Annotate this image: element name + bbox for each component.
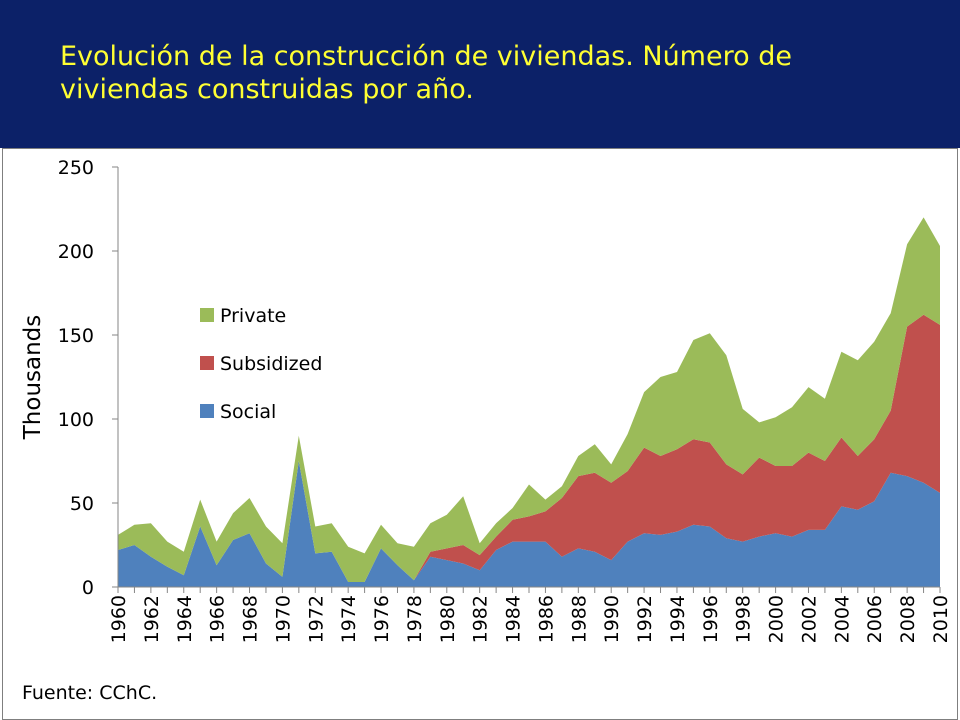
- x-tick-label: 2004: [831, 595, 853, 643]
- y-tick-label: 250: [58, 157, 94, 179]
- y-tick-label: 50: [70, 493, 94, 515]
- legend-label-private: Private: [220, 305, 286, 327]
- x-tick-label: 1978: [404, 595, 426, 643]
- x-tick-label: 1990: [601, 595, 623, 643]
- series-area-subsidized: [118, 314, 940, 582]
- y-axis-title: Thousands: [20, 315, 46, 441]
- x-tick-label: 1986: [535, 595, 557, 643]
- source-note: Fuente: CChC.: [22, 682, 158, 704]
- x-tick-label: 1960: [108, 595, 130, 643]
- x-tick-label: 1984: [503, 595, 525, 643]
- legend-swatch-social: [200, 404, 214, 418]
- y-tick-label: 150: [58, 325, 94, 347]
- x-tick-label: 1964: [174, 595, 196, 643]
- x-tick-label: 1982: [470, 595, 492, 643]
- legend-swatch-private: [200, 308, 214, 322]
- title-banner: Evolución de la construcción de vivienda…: [0, 0, 960, 148]
- x-tick-label: 1996: [700, 595, 722, 643]
- x-tick-label: 1988: [568, 595, 590, 643]
- x-tick-label: 2008: [897, 595, 919, 643]
- y-tick-label: 200: [58, 241, 94, 263]
- x-tick-label: 1974: [338, 595, 360, 643]
- x-tick-label: 1976: [371, 595, 393, 643]
- x-tick-label: 1972: [305, 595, 327, 643]
- x-tick-label: 1998: [733, 595, 755, 643]
- series-area-private: [118, 217, 940, 582]
- legend-label-social: Social: [220, 401, 276, 423]
- x-tick-label: 1966: [207, 595, 229, 643]
- legend-swatch-subsidized: [200, 356, 214, 370]
- y-tick-label: 100: [58, 409, 94, 431]
- legend-label-subsidized: Subsidized: [220, 353, 322, 375]
- x-tick-label: 1968: [240, 595, 262, 643]
- x-tick-label: 2006: [864, 595, 886, 643]
- series-area-social: [118, 461, 940, 587]
- x-tick-label: 2000: [766, 595, 788, 643]
- x-tick-label: 1992: [634, 595, 656, 643]
- x-tick-label: 1994: [667, 595, 689, 643]
- x-tick-label: 1980: [437, 595, 459, 643]
- x-tick-label: 1970: [272, 595, 294, 643]
- x-tick-label: 1962: [141, 595, 163, 643]
- y-tick-label: 0: [82, 577, 94, 599]
- page-title: Evolución de la construcción de vivienda…: [60, 41, 792, 105]
- x-tick-label: 2010: [930, 595, 952, 643]
- x-tick-label: 2002: [798, 595, 820, 643]
